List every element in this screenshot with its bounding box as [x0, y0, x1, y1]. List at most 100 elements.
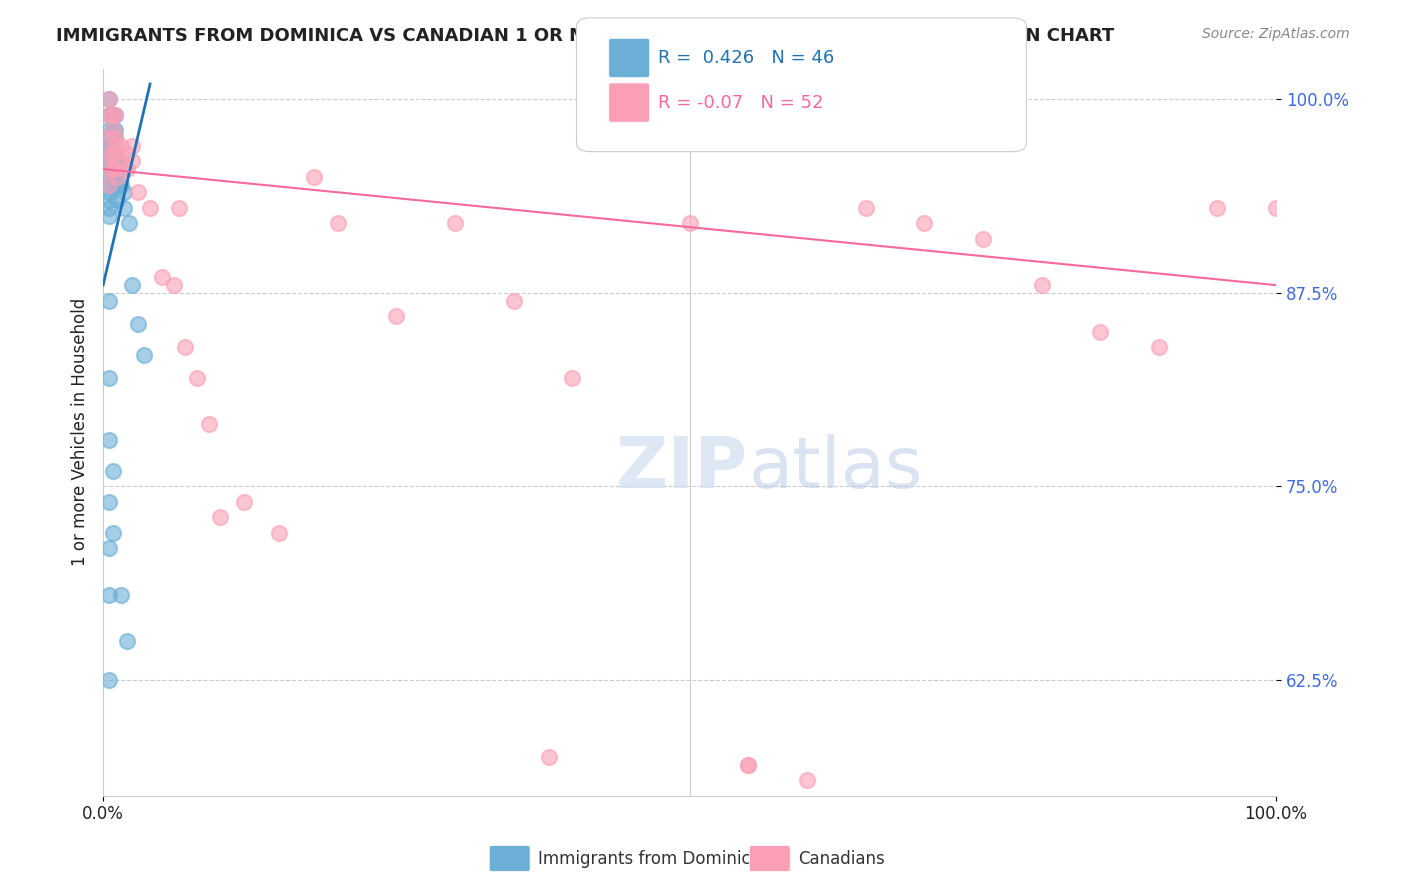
Point — [98, 123, 121, 137]
Point — [112, 186, 135, 200]
Point — [209, 510, 232, 524]
Point — [139, 201, 162, 215]
Point — [98, 162, 121, 177]
Y-axis label: 1 or more Vehicles in Household: 1 or more Vehicles in Household — [72, 298, 89, 566]
Point — [115, 146, 138, 161]
Point — [104, 123, 127, 137]
Point — [104, 108, 127, 122]
Point — [98, 178, 121, 192]
Point — [98, 162, 121, 177]
Point — [110, 154, 132, 169]
Point — [98, 131, 121, 145]
Point — [385, 309, 408, 323]
Point — [101, 146, 124, 161]
Point — [98, 169, 121, 184]
Point — [98, 673, 121, 687]
Point — [98, 93, 121, 107]
Point — [101, 525, 124, 540]
Point — [1265, 201, 1288, 215]
Point — [304, 169, 326, 184]
Point — [98, 201, 121, 215]
Point — [98, 93, 121, 107]
Point — [150, 270, 173, 285]
Point — [118, 216, 141, 230]
Point — [104, 178, 127, 192]
Point — [561, 371, 583, 385]
Point — [115, 634, 138, 648]
Point — [104, 146, 127, 161]
Point — [267, 525, 290, 540]
Point — [98, 293, 121, 308]
Point — [134, 348, 156, 362]
Point — [98, 433, 121, 447]
Point — [121, 278, 143, 293]
Point — [98, 154, 121, 169]
Point — [1206, 201, 1229, 215]
Point — [105, 193, 128, 207]
Text: ZIP: ZIP — [616, 434, 748, 503]
Point — [127, 186, 149, 200]
Point — [101, 162, 124, 177]
Point — [537, 750, 560, 764]
Point — [127, 317, 149, 331]
Point — [1088, 325, 1111, 339]
Point — [912, 216, 935, 230]
Point — [98, 495, 121, 509]
Point — [162, 278, 184, 293]
Point — [98, 178, 121, 192]
Point — [110, 588, 132, 602]
Point — [98, 186, 121, 200]
Text: Source: ZipAtlas.com: Source: ZipAtlas.com — [1202, 27, 1350, 41]
Point — [115, 162, 138, 177]
Text: IMMIGRANTS FROM DOMINICA VS CANADIAN 1 OR MORE VEHICLES IN HOUSEHOLD CORRELATION: IMMIGRANTS FROM DOMINICA VS CANADIAN 1 O… — [56, 27, 1115, 45]
Point — [104, 162, 127, 177]
Point — [796, 773, 818, 788]
Point — [104, 162, 127, 177]
Point — [101, 139, 124, 153]
Point — [98, 131, 121, 145]
Point — [112, 201, 135, 215]
Point — [1147, 340, 1170, 354]
Point — [98, 193, 121, 207]
Point — [98, 139, 121, 153]
Point — [98, 108, 121, 122]
Point — [502, 293, 524, 308]
Point — [105, 154, 128, 169]
Point — [121, 154, 143, 169]
Point — [98, 371, 121, 385]
Point — [98, 541, 121, 556]
Point — [855, 201, 877, 215]
Point — [737, 757, 759, 772]
Text: R = -0.07   N = 52: R = -0.07 N = 52 — [658, 94, 824, 112]
Point — [444, 216, 467, 230]
Point — [98, 146, 121, 161]
Point — [101, 154, 124, 169]
Text: Canadians: Canadians — [799, 850, 886, 868]
Point — [101, 464, 124, 478]
Point — [326, 216, 349, 230]
Point — [197, 417, 219, 432]
Point — [101, 123, 124, 137]
Text: atlas: atlas — [748, 434, 922, 503]
Point — [232, 495, 254, 509]
Point — [174, 340, 197, 354]
Point — [98, 588, 121, 602]
Point — [101, 108, 124, 122]
Text: R =  0.426   N = 46: R = 0.426 N = 46 — [658, 49, 834, 67]
Point — [104, 131, 127, 145]
Point — [101, 108, 124, 122]
Point — [104, 146, 127, 161]
Point — [1031, 278, 1053, 293]
Point — [110, 139, 132, 153]
Point — [186, 371, 208, 385]
Point — [101, 123, 124, 137]
Point — [105, 178, 128, 192]
Point — [110, 178, 132, 192]
Text: Immigrants from Dominica: Immigrants from Dominica — [538, 850, 761, 868]
Point — [110, 162, 132, 177]
Point — [121, 139, 143, 153]
Point — [169, 201, 191, 215]
Point — [972, 232, 994, 246]
Point — [98, 108, 121, 122]
Point — [104, 131, 127, 145]
